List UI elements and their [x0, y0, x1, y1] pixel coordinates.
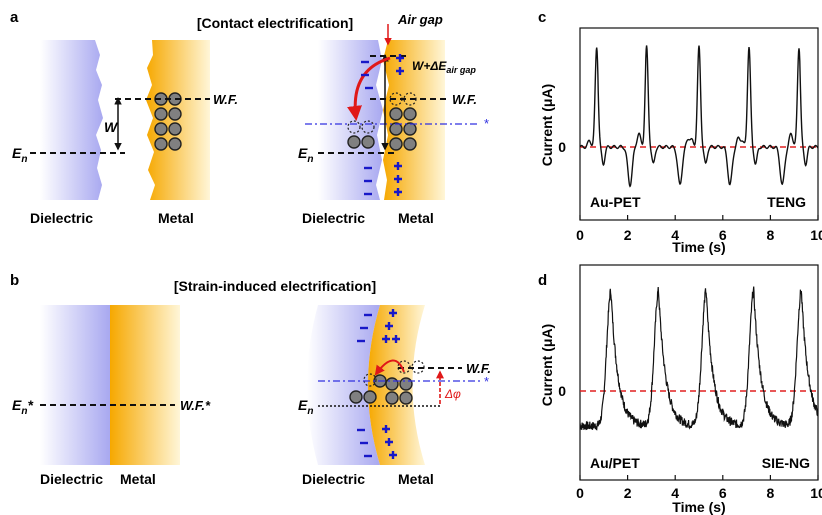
wf-label: W.F.	[213, 92, 238, 107]
metal-block	[146, 40, 210, 200]
metal-label: Metal	[398, 471, 434, 487]
positive-charges	[394, 54, 404, 196]
panel-c-letter: c	[538, 9, 546, 26]
dielectric-label: Dielectric	[302, 210, 365, 226]
wf-star-label: W.F.*	[180, 398, 211, 413]
panel-c-chart: c 0 Current (μA) Time (s) Au-PET TENG 0 2…	[538, 9, 822, 255]
plot-frame	[579, 264, 819, 481]
x-tick-label: 6	[719, 227, 727, 243]
star-label: *	[484, 116, 489, 131]
current-signal-line	[579, 286, 819, 431]
panel-a-left-diagram: W W.F. En Dielectric Metal	[12, 40, 238, 226]
metal-label: Metal	[158, 210, 194, 226]
electron-grid	[347, 107, 417, 151]
metal-block	[383, 40, 445, 200]
x-tick-label: 4	[671, 227, 679, 243]
negative-charges	[357, 313, 372, 458]
en-label: En	[298, 145, 313, 165]
dielectric-block	[40, 40, 103, 200]
metal-label: Metal	[120, 471, 156, 487]
device-label: SIE-NG	[762, 455, 810, 471]
electron-transfer-arrow	[374, 359, 405, 376]
wf-label: W.F.	[466, 361, 491, 376]
panel-a: a [Contact electrification] W W.F. En Di…	[10, 9, 489, 226]
x-tick-label: 0	[576, 227, 584, 243]
air-gap-label: Air gap	[397, 12, 443, 27]
x-tick-label: 8	[767, 227, 775, 243]
current-signal-line	[579, 45, 819, 188]
device-label: TENG	[767, 194, 806, 210]
x-ticks: 0 2 4 6 8 10	[576, 215, 822, 243]
panel-b-right-diagram: * Δφ W.F. En Dielectric Metal	[298, 305, 491, 487]
y-axis-label: Current (μA)	[539, 324, 555, 406]
panel-b-left-diagram: En* W.F.* Dielectric Metal	[12, 305, 211, 487]
w-delta-label: W+ΔEair gap	[412, 59, 476, 75]
dphi-label: Δφ	[444, 387, 461, 401]
x-tick-label: 8	[767, 485, 775, 501]
metal-block	[110, 305, 180, 465]
electron-transfer-arrow	[347, 56, 391, 121]
x-tick-label: 10	[810, 485, 822, 501]
metal-label: Metal	[398, 210, 434, 226]
dielectric-label: Dielectric	[40, 471, 103, 487]
panel-a-right-diagram: * Air gap W+ΔEair gap W.F. En Dielect	[298, 12, 489, 226]
x-axis-label: Time (s)	[672, 499, 725, 515]
sample-label: Au/PET	[590, 455, 640, 471]
star-label: *	[484, 374, 489, 389]
negative-charges	[361, 60, 373, 196]
x-ticks: 0 2 4 6 8 10	[576, 475, 822, 501]
panel-b-letter: b	[10, 272, 19, 289]
positive-charges	[382, 309, 400, 459]
panel-d-letter: d	[538, 272, 547, 289]
x-tick-label: 0	[576, 485, 584, 501]
en-label: En	[12, 145, 27, 165]
panel-a-letter: a	[10, 9, 19, 26]
panel-d-chart: d 0 Current (μA) Time (s) Au/PET SIE-NG …	[538, 264, 822, 515]
dielectric-block	[307, 305, 380, 465]
panel-a-title: [Contact electrification]	[197, 15, 353, 31]
en-label: En	[298, 397, 313, 417]
panel-b: b [Strain-induced electrification] En* W…	[10, 272, 491, 487]
plot-frame	[579, 27, 819, 221]
panel-b-title: [Strain-induced electrification]	[174, 278, 376, 294]
x-tick-label: 10	[810, 227, 822, 243]
en-star-label: En*	[12, 397, 33, 417]
sample-label: Au-PET	[590, 194, 641, 210]
dielectric-block	[318, 40, 383, 200]
dielectric-label: Dielectric	[30, 210, 93, 226]
x-tick-label: 6	[719, 485, 727, 501]
dielectric-label: Dielectric	[302, 471, 365, 487]
y-tick-zero: 0	[558, 139, 566, 155]
x-tick-label: 4	[671, 485, 679, 501]
y-tick-zero: 0	[558, 383, 566, 399]
x-axis-label: Time (s)	[672, 239, 725, 255]
x-tick-label: 2	[624, 227, 632, 243]
y-axis-label: Current (μA)	[539, 84, 555, 166]
x-tick-label: 2	[624, 485, 632, 501]
w-label: W	[104, 119, 119, 135]
wf-label: W.F.	[452, 92, 477, 107]
dielectric-block	[40, 305, 110, 465]
